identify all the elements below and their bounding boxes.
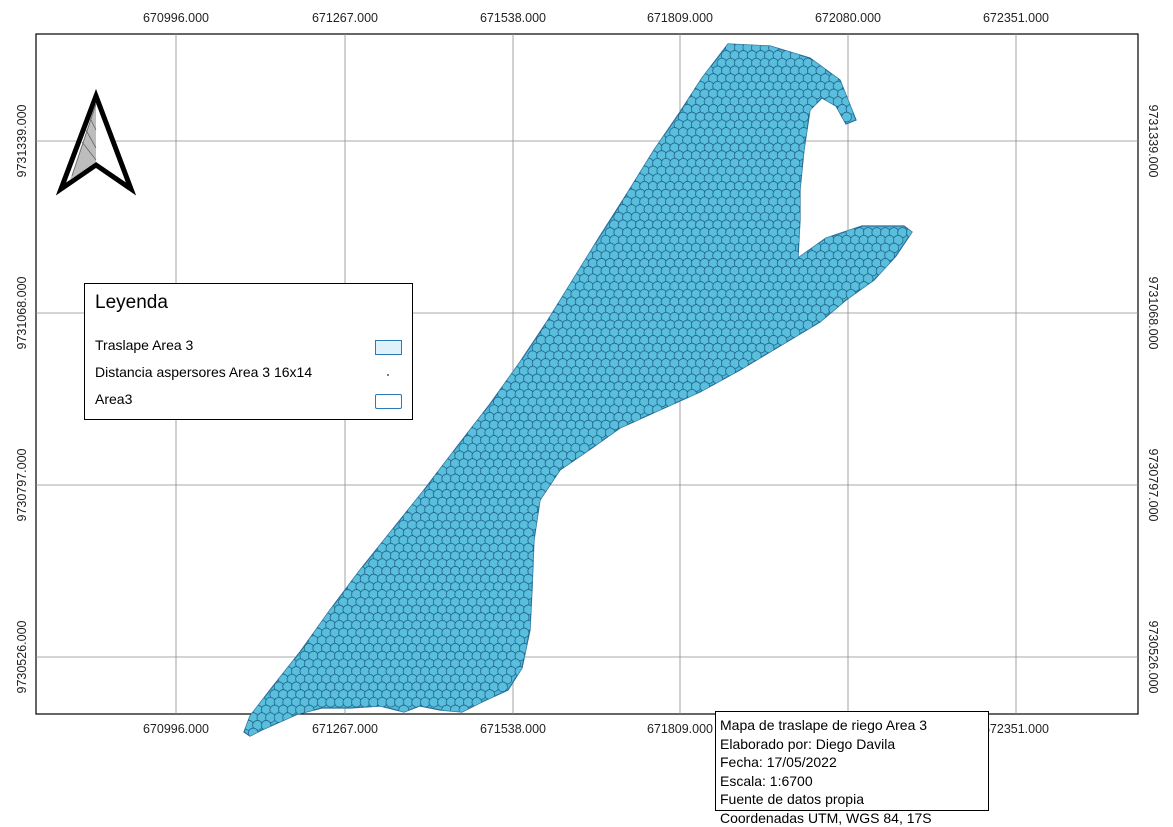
- y-tick-label-right: 9730797.000: [1146, 449, 1160, 522]
- legend-point-icon: [387, 374, 389, 376]
- y-tick-label-right: 9731068.000: [1146, 277, 1160, 350]
- y-tick-label-left: 9730526.000: [15, 620, 29, 693]
- sprinkler-coverage-circle: [498, 682, 508, 692]
- x-tick-label-bottom: 671809.000: [647, 722, 713, 736]
- x-tick-label-top: 670996.000: [143, 11, 209, 25]
- legend-outline-swatch-icon: [375, 394, 402, 409]
- legend-item-distancia: Distancia aspersores Area 3 16x14: [95, 364, 312, 380]
- y-tick-label-right: 9731339.000: [1146, 105, 1160, 178]
- x-tick-label-bottom: 671538.000: [480, 722, 546, 736]
- legend-item-traslape: Traslape Area 3: [95, 337, 193, 353]
- y-tick-label-left: 9731068.000: [15, 276, 29, 349]
- y-tick-label-right: 9730526.000: [1146, 621, 1160, 694]
- map-date: Fecha: 17/05/2022: [720, 753, 984, 772]
- y-tick-label-left: 9730797.000: [15, 448, 29, 521]
- map-info-box: Mapa de traslape de riego Area 3 Elabora…: [715, 711, 989, 811]
- x-tick-label-top: 671809.000: [647, 11, 713, 25]
- x-tick-label-top: 672351.000: [983, 11, 1049, 25]
- map-title: Mapa de traslape de riego Area 3: [720, 716, 984, 735]
- x-tick-label-top: 671538.000: [480, 11, 546, 25]
- x-tick-label-bottom: 671267.000: [312, 722, 378, 736]
- legend-fill-swatch-icon: [375, 340, 402, 355]
- y-tick-label-left: 9731339.000: [15, 104, 29, 177]
- map-crs: Coordenadas UTM, WGS 84, 17S: [720, 809, 984, 827]
- legend-item-area3: Area3: [95, 391, 132, 407]
- x-tick-label-bottom: 670996.000: [143, 722, 209, 736]
- x-tick-label-bottom: 672351.000: [983, 722, 1049, 736]
- x-tick-label-top: 671267.000: [312, 11, 378, 25]
- x-tick-label-top: 672080.000: [815, 11, 881, 25]
- map-source: Fuente de datos propia: [720, 790, 984, 809]
- map-scale: Escala: 1:6700: [720, 772, 984, 791]
- map-author: Elaborado por: Diego Davila: [720, 735, 984, 754]
- legend: Leyenda Traslape Area 3 Distancia aspers…: [84, 283, 413, 420]
- legend-title: Leyenda: [95, 292, 168, 314]
